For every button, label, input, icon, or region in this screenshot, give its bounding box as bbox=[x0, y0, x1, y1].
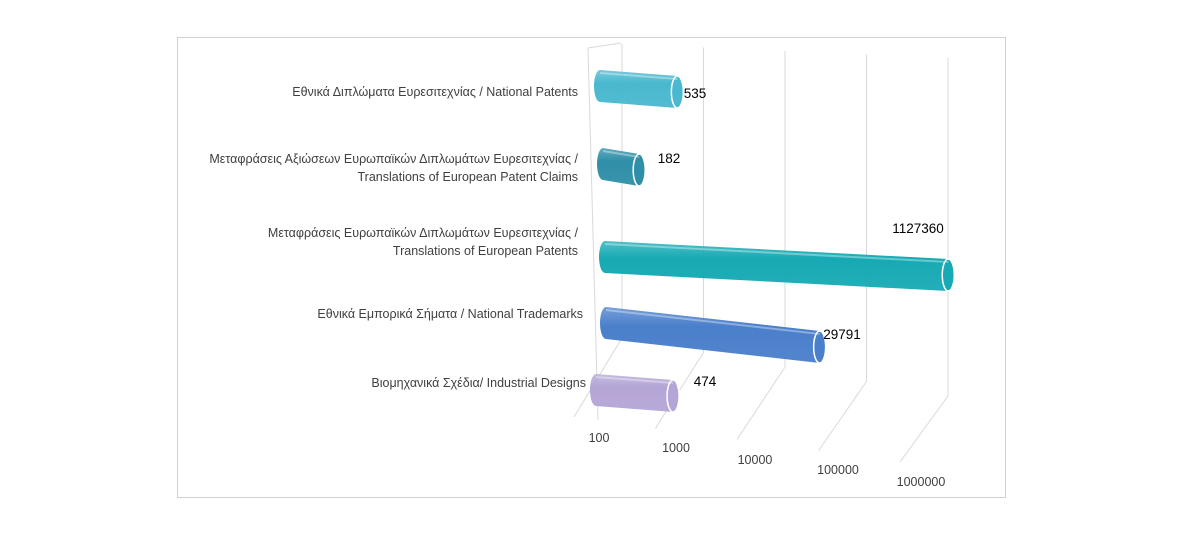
bar-1 bbox=[597, 148, 646, 187]
bar-body bbox=[590, 374, 680, 412]
data-label: 474 bbox=[694, 374, 717, 389]
data-label: 535 bbox=[684, 86, 707, 101]
wall-left-edge bbox=[587, 47, 599, 421]
data-label: 1127360 bbox=[892, 221, 944, 236]
gridline-floor bbox=[899, 395, 949, 463]
bar-highlight bbox=[604, 243, 949, 263]
axis-tick-label: 10000 bbox=[738, 453, 773, 467]
bar-body bbox=[594, 70, 684, 108]
bar-layer bbox=[590, 70, 955, 413]
gridline-floor bbox=[736, 366, 786, 440]
label-layer: 100 1000 10000 100000 1000000 535 182 1127360 29… bbox=[589, 86, 946, 489]
data-label: 182 bbox=[658, 151, 681, 166]
wall-top-edge bbox=[587, 42, 622, 49]
category-label-industrial-designs: Βιομηχανικά Σχέδια/ Industrial Designs bbox=[371, 376, 586, 390]
axis-tick-label: 100000 bbox=[817, 463, 859, 477]
bar-0 bbox=[594, 70, 685, 109]
bar-highlight bbox=[599, 72, 678, 80]
data-label: 29791 bbox=[823, 327, 861, 342]
axis-tick-label: 1000000 bbox=[897, 475, 946, 489]
bar-3 bbox=[600, 307, 827, 364]
axis-tick-label: 1000 bbox=[662, 441, 690, 455]
bar-highlight bbox=[602, 150, 640, 158]
bar-4 bbox=[590, 374, 680, 413]
bar-end-cap bbox=[941, 258, 955, 292]
bar-end-cap bbox=[670, 75, 685, 109]
bar-highlight bbox=[595, 376, 674, 384]
bar-end-cap bbox=[632, 153, 646, 187]
bar-highlight bbox=[605, 309, 820, 335]
bar-body bbox=[599, 241, 955, 291]
gridline-floor bbox=[655, 352, 704, 429]
category-label-patent-translations: Μεταφράσεις Ευρωπαϊκών Διπλωμάτων Ευρεσι… bbox=[267, 226, 578, 258]
bar-body bbox=[600, 307, 826, 363]
category-label-claims-translations: Μεταφράσεις Αξιώσεων Ευρωπαϊκών Διπλωμάτ… bbox=[209, 152, 578, 184]
category-label-national-trademarks: Εθνικά Εμπορικά Σήματα / National Tradem… bbox=[317, 307, 583, 321]
category-label-national-patents: Εθνικά Διπλώματα Ευρεσιτεχνίας / Nationa… bbox=[292, 85, 578, 99]
bar-2 bbox=[599, 241, 955, 292]
bar-end-cap bbox=[812, 330, 827, 364]
bar-end-cap bbox=[666, 379, 680, 413]
axis-tick-label: 100 bbox=[589, 431, 610, 445]
gridline-floor bbox=[818, 381, 867, 452]
